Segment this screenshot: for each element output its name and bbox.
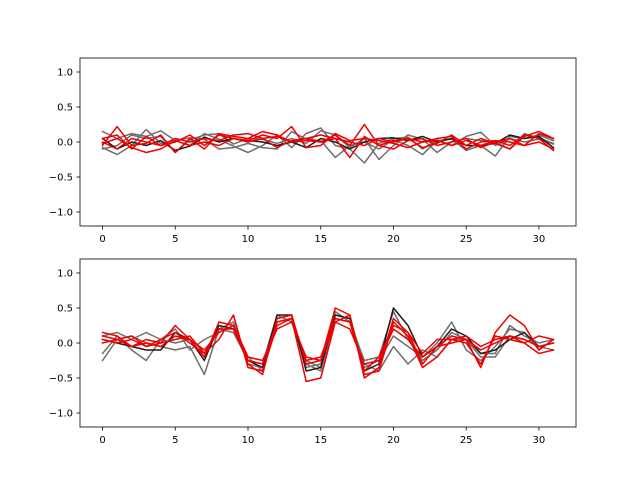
y-tick-label: 0.0	[57, 339, 73, 350]
x-tick-label: 30	[533, 234, 546, 245]
series-line-8	[101, 321, 555, 365]
x-tick-label: 10	[242, 435, 255, 446]
y-tick-label: 0.5	[57, 103, 73, 114]
y-tick-label: −1.0	[49, 208, 73, 219]
x-tick-label: 0	[99, 435, 105, 446]
x-tick-label: 20	[387, 435, 400, 446]
bottom-subplot: 0 5 10 15 20 25 30 1.0 0.5 0.0 −0.5 −1.0	[49, 258, 577, 446]
x-tick-label: 15	[314, 234, 327, 245]
series-group	[101, 123, 555, 164]
series-line-8	[101, 135, 555, 154]
x-tick-label: 25	[460, 435, 473, 446]
y-tick-label: 0.0	[57, 138, 73, 149]
y-tick-label: 1.0	[57, 269, 73, 280]
x-tick-label: 25	[460, 234, 473, 245]
y-tick-label: −0.5	[49, 374, 73, 385]
y-tick-label: 1.0	[57, 68, 73, 79]
series-group	[101, 307, 555, 383]
series-line-5	[101, 125, 555, 159]
series-line-6	[101, 314, 555, 383]
x-tick-label: 30	[533, 435, 546, 446]
series-line-1	[101, 314, 555, 376]
x-tick-label: 5	[172, 435, 178, 446]
y-tick-label: 0.5	[57, 304, 73, 315]
x-tick-label: 10	[242, 234, 255, 245]
y-tick-label: −1.0	[49, 409, 73, 420]
x-tick-label: 0	[99, 234, 105, 245]
series-line-7	[101, 317, 555, 372]
y-tick-label: −0.5	[49, 173, 73, 184]
x-tick-label: 5	[172, 234, 178, 245]
x-tick-label: 20	[387, 234, 400, 245]
series-line-7	[101, 123, 555, 150]
top-subplot: 0 5 10 15 20 25 30 1.0 0.5 0.0 −0.5 −1.0	[49, 57, 577, 245]
x-tick-label: 15	[314, 435, 327, 446]
series-line-5	[101, 307, 555, 379]
